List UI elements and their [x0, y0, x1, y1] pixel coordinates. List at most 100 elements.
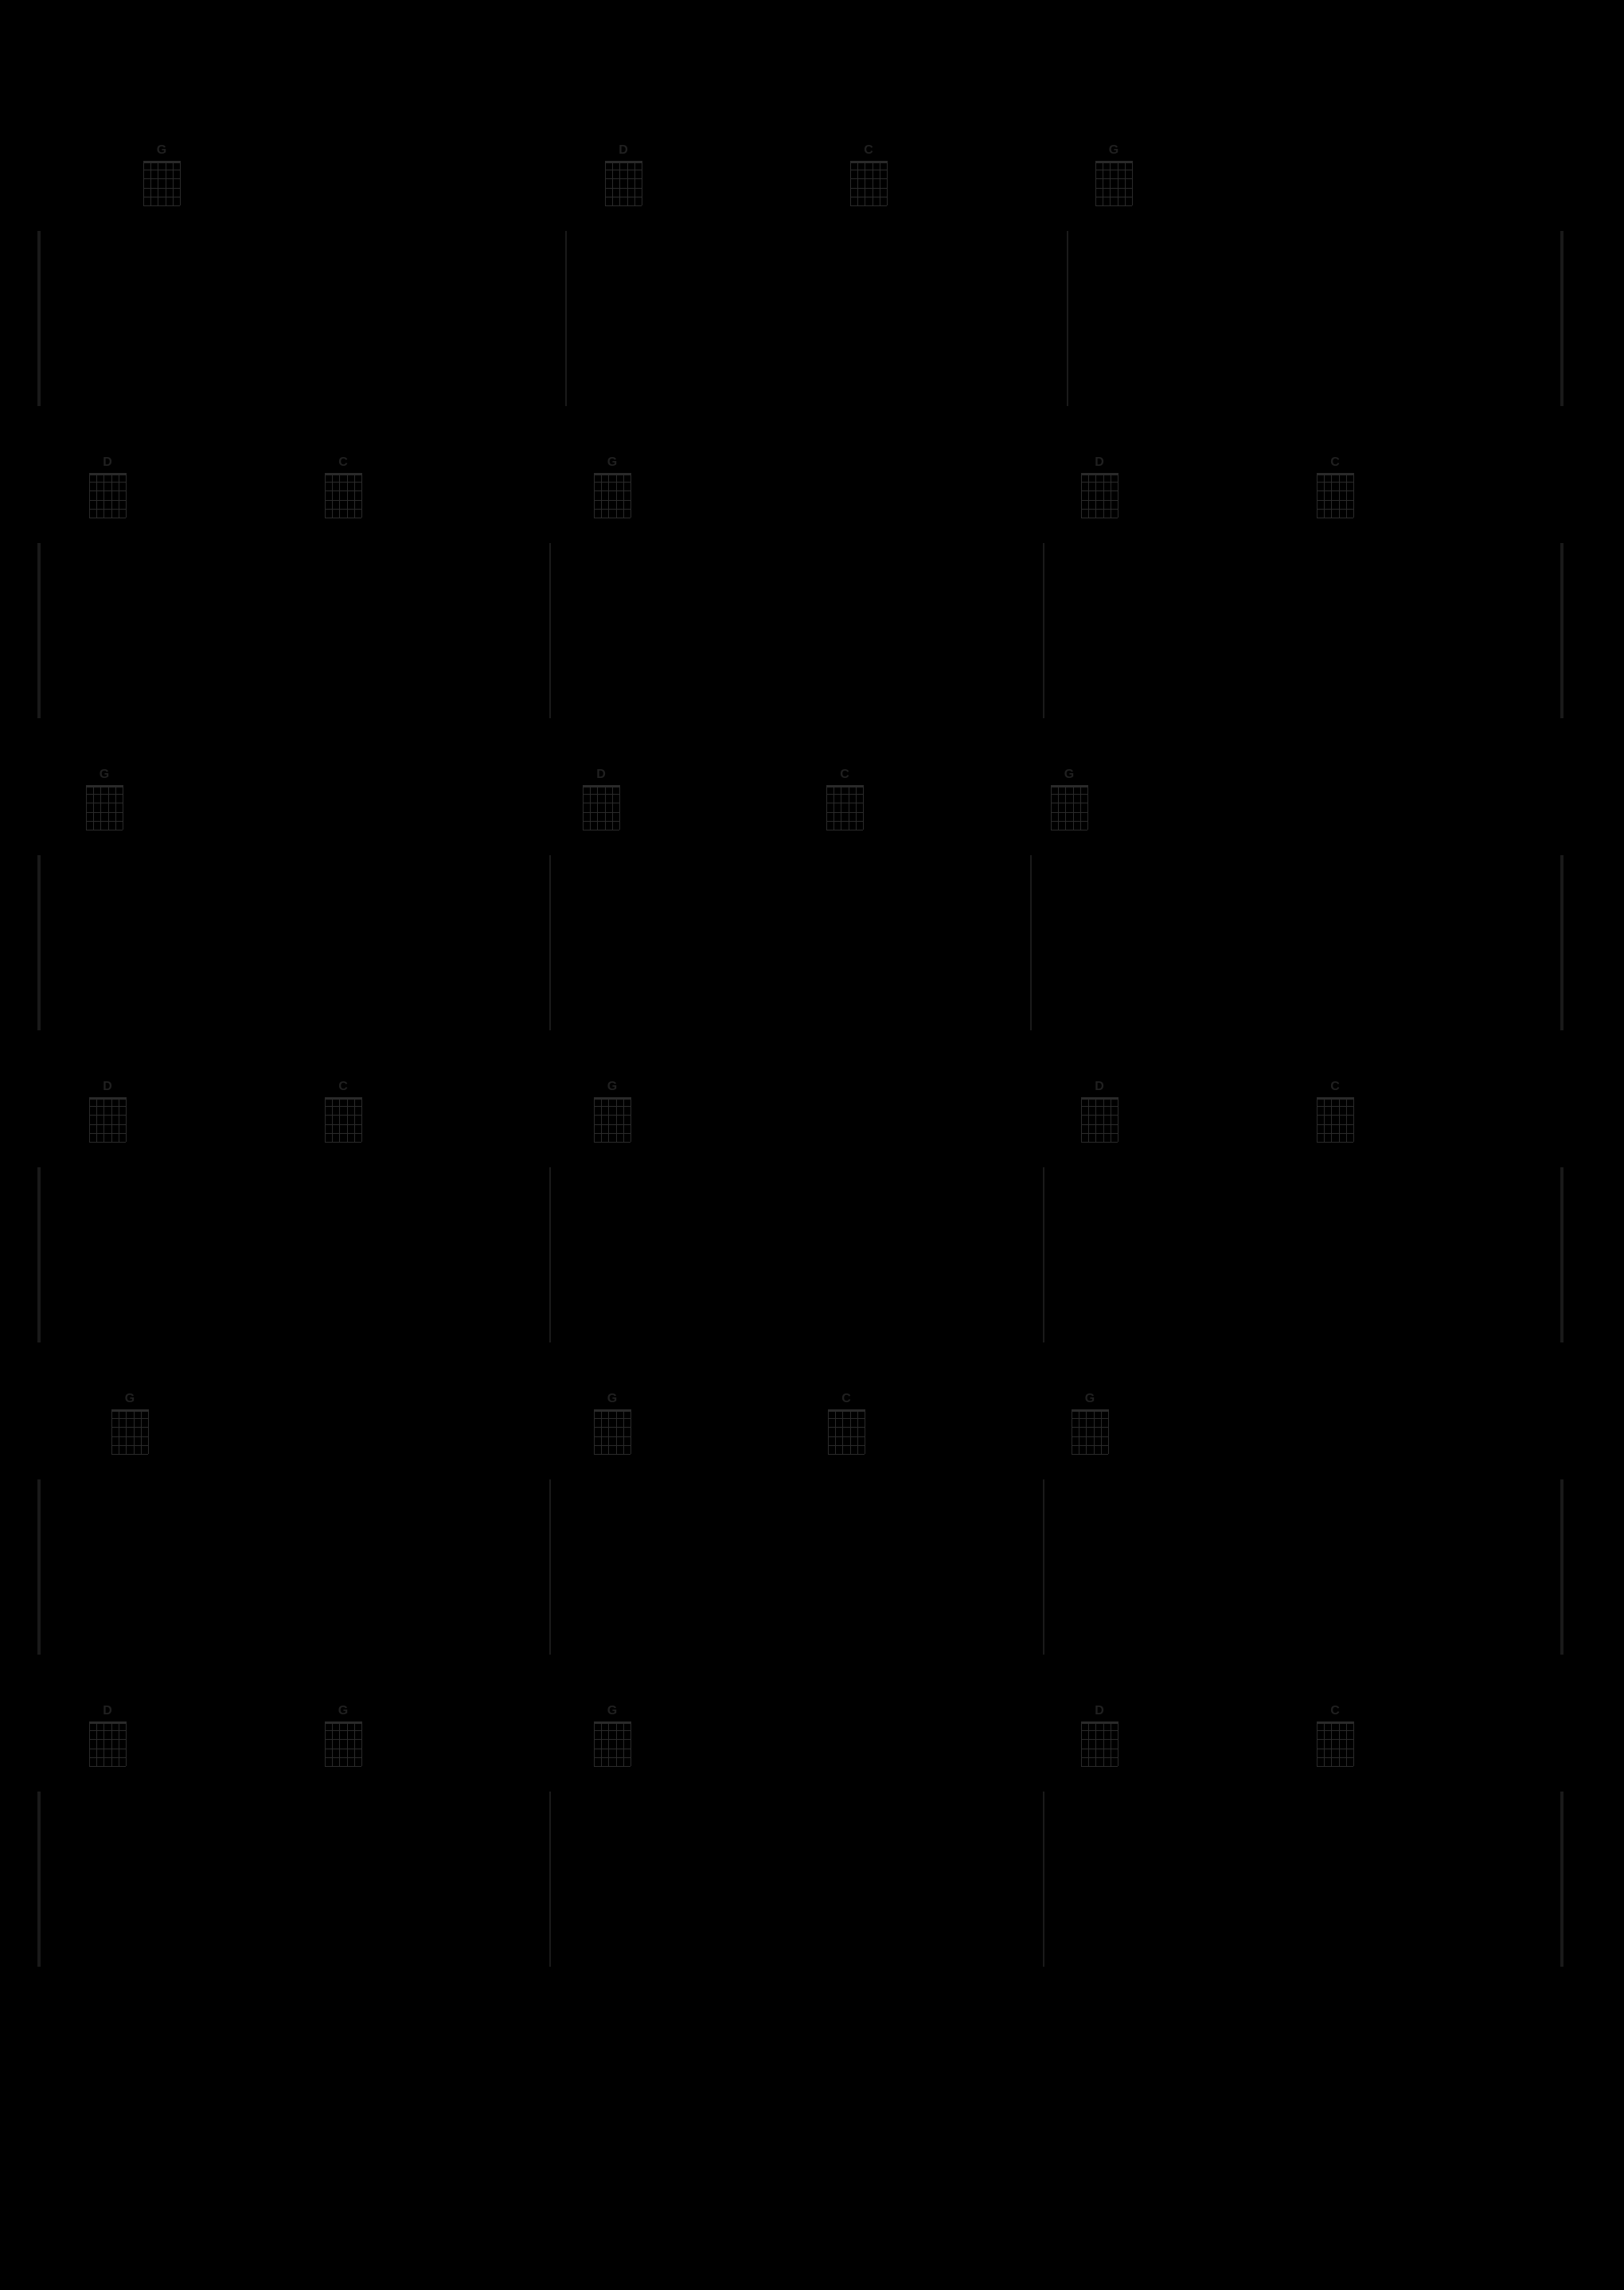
- staff-row: GDCG: [32, 143, 1592, 455]
- chord-diagram-g: G: [86, 768, 123, 830]
- chord-label: G: [594, 1392, 630, 1406]
- barline: [1560, 855, 1563, 1030]
- fretboard: [850, 161, 887, 205]
- chord-label: D: [89, 455, 126, 470]
- fretboard: [826, 785, 863, 830]
- chord-label: G: [1051, 768, 1087, 782]
- barline: [1043, 543, 1044, 718]
- chord-diagram-g: G: [111, 1392, 148, 1454]
- barline: [549, 1167, 551, 1342]
- fretboard: [86, 785, 123, 830]
- barline: [565, 231, 567, 406]
- staff-area: [32, 1792, 1592, 1967]
- fretboard: [89, 1097, 126, 1142]
- barline: [1067, 231, 1068, 406]
- chord-diagram-g: G: [594, 455, 630, 518]
- chord-label: D: [89, 1704, 126, 1718]
- fretboard: [1081, 473, 1118, 518]
- chord-label: D: [89, 1080, 126, 1094]
- fretboard: [594, 1097, 630, 1142]
- chord-diagram-d: D: [605, 143, 642, 205]
- chord-diagram-c: C: [850, 143, 887, 205]
- chord-label: G: [1072, 1392, 1108, 1406]
- staff-row: DCGDC: [32, 1080, 1592, 1392]
- chord-diagram-d: D: [583, 768, 619, 830]
- fretboard: [1095, 161, 1132, 205]
- chord-diagram-d: D: [1081, 1704, 1118, 1766]
- barline: [549, 1792, 551, 1967]
- barline: [1560, 543, 1563, 718]
- barline: [1560, 1479, 1563, 1655]
- staff-row: GGCG: [32, 1392, 1592, 1704]
- chord-diagram-g: G: [325, 1704, 361, 1766]
- chord-label: C: [325, 455, 361, 470]
- barline: [549, 543, 551, 718]
- chord-diagram-g: G: [594, 1392, 630, 1454]
- barline: [37, 231, 41, 406]
- chord-label: C: [1317, 1080, 1353, 1094]
- chord-label: C: [850, 143, 887, 158]
- fretboard: [143, 161, 180, 205]
- staff-area: [32, 1479, 1592, 1655]
- chord-label: C: [325, 1080, 361, 1094]
- fretboard: [325, 1097, 361, 1142]
- fretboard: [325, 1721, 361, 1766]
- fretboard: [89, 1721, 126, 1766]
- chord-label: C: [1317, 455, 1353, 470]
- chord-diagram-c: C: [828, 1392, 865, 1454]
- fretboard: [1081, 1721, 1118, 1766]
- barline: [549, 855, 551, 1030]
- fretboard: [1317, 473, 1353, 518]
- chord-diagram-c: C: [325, 455, 361, 518]
- chord-label: G: [1095, 143, 1132, 158]
- chord-diagram-g: G: [143, 143, 180, 205]
- chord-label: D: [583, 768, 619, 782]
- chord-label: G: [111, 1392, 148, 1406]
- fretboard: [1081, 1097, 1118, 1142]
- fretboard: [594, 473, 630, 518]
- chord-diagram-g: G: [1095, 143, 1132, 205]
- barline: [1560, 1167, 1563, 1342]
- staff-row: DGGDC: [32, 1704, 1592, 2016]
- chord-diagram-d: D: [89, 455, 126, 518]
- staff-area: [32, 855, 1592, 1030]
- chord-label: G: [86, 768, 123, 782]
- chord-diagram-c: C: [1317, 455, 1353, 518]
- fretboard: [594, 1409, 630, 1454]
- chord-label: D: [605, 143, 642, 158]
- barline: [37, 855, 41, 1030]
- chord-diagram-g: G: [594, 1704, 630, 1766]
- staff-row: GDCG: [32, 768, 1592, 1080]
- chord-diagram-g: G: [1072, 1392, 1108, 1454]
- barline: [1043, 1479, 1044, 1655]
- fretboard: [1072, 1409, 1108, 1454]
- chord-label: C: [1317, 1704, 1353, 1718]
- fretboard: [325, 473, 361, 518]
- chord-label: C: [826, 768, 863, 782]
- chord-label: G: [594, 455, 630, 470]
- staff-area: [32, 543, 1592, 718]
- barline: [1030, 855, 1032, 1030]
- barline: [549, 1479, 551, 1655]
- chord-diagram-c: C: [325, 1080, 361, 1142]
- chord-label: D: [1081, 455, 1118, 470]
- barline: [1560, 1792, 1563, 1967]
- chord-diagram-d: D: [1081, 1080, 1118, 1142]
- chord-label: G: [325, 1704, 361, 1718]
- barline: [37, 1167, 41, 1342]
- chord-diagram-d: D: [1081, 455, 1118, 518]
- fretboard: [828, 1409, 865, 1454]
- chord-label: G: [594, 1704, 630, 1718]
- barline: [37, 543, 41, 718]
- barline: [1560, 231, 1563, 406]
- chord-label: D: [1081, 1704, 1118, 1718]
- barline: [37, 1792, 41, 1967]
- chord-label: G: [594, 1080, 630, 1094]
- chord-diagram-g: G: [594, 1080, 630, 1142]
- staff-area: [32, 1167, 1592, 1342]
- chord-label: C: [828, 1392, 865, 1406]
- fretboard: [1317, 1721, 1353, 1766]
- chord-label: D: [1081, 1080, 1118, 1094]
- chord-diagram-c: C: [826, 768, 863, 830]
- chord-diagram-d: D: [89, 1704, 126, 1766]
